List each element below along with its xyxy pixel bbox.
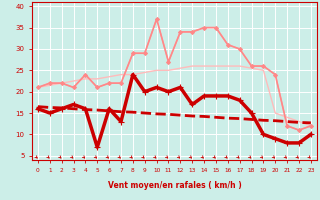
X-axis label: Vent moyen/en rafales ( km/h ): Vent moyen/en rafales ( km/h ) [108, 181, 241, 190]
